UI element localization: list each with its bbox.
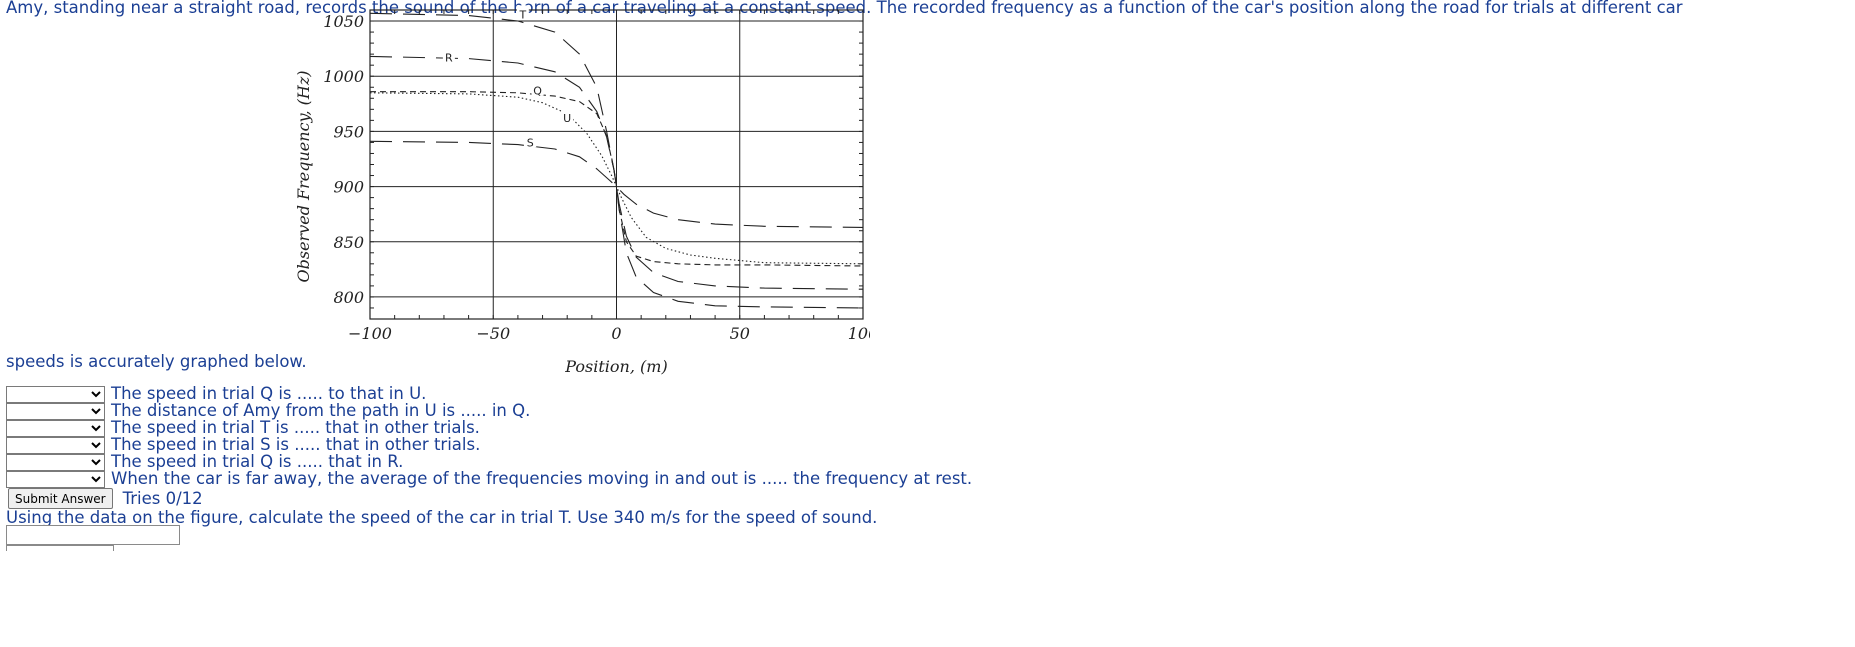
- y-tick-label: 950: [333, 122, 364, 141]
- question-text: When the car is far away, the average of…: [111, 469, 973, 488]
- answer-select[interactable]: [6, 436, 105, 454]
- question-text: The speed in trial T is ..... that in ot…: [111, 418, 480, 437]
- question-row: The distance of Amy from the path in U i…: [6, 401, 530, 421]
- y-tick-label: 800: [333, 288, 364, 307]
- series-label-bg: [524, 133, 537, 148]
- problem-intro-line1: Amy, standing near a straight road, reco…: [6, 0, 1683, 17]
- question-row: When the car is far away, the average of…: [6, 469, 972, 489]
- x-tick-label: 100: [848, 324, 870, 343]
- followup-question: Using the data on the figure, calculate …: [6, 508, 878, 527]
- series-label-u: U: [563, 112, 571, 125]
- tries-counter: Tries 0/12: [122, 489, 203, 508]
- series-line-u: [369, 92, 864, 265]
- submit-row: Submit Answer Tries 0/12: [8, 488, 203, 509]
- y-tick-label: 900: [333, 178, 364, 197]
- series-line-t: [369, 12, 864, 309]
- submit-answer-button[interactable]: Submit Answer: [8, 488, 113, 509]
- question-text: The distance of Amy from the path in U i…: [111, 401, 531, 420]
- series-label-q: Q: [533, 84, 542, 97]
- series-label-s: S: [527, 136, 534, 149]
- frequency-position-chart: −100 −50 0 50 100 800 850 900 950 1000 1050 Positio…: [294, 5, 870, 376]
- series-label-t: T: [518, 8, 526, 21]
- y-tick-label: 850: [333, 233, 364, 252]
- question-text: The speed in trial S is ..... that in ot…: [111, 435, 481, 454]
- answer-select[interactable]: [6, 453, 105, 471]
- x-tick-label: 50: [730, 324, 750, 343]
- problem-intro-line2: speeds is accurately graphed below.: [6, 352, 307, 371]
- x-tick-label: −50: [476, 324, 510, 343]
- series-label-r: R: [445, 51, 453, 64]
- answer-select[interactable]: [6, 470, 105, 488]
- answer-select[interactable]: [6, 402, 105, 420]
- x-axis-title: Position, (m): [564, 357, 667, 376]
- y-axis-title: Observed Frequency, (Hz): [294, 71, 313, 283]
- series-label-bg: [442, 48, 455, 63]
- series-label-bg: [531, 81, 544, 96]
- speed-answer-input[interactable]: [6, 525, 180, 545]
- question-row: The speed in trial Q is ..... to that in…: [6, 384, 426, 404]
- x-tick-label: −100: [348, 324, 392, 343]
- question-text: The speed in trial Q is ..... to that in…: [111, 384, 427, 403]
- series-label-bg: [561, 109, 574, 124]
- answer-select[interactable]: [6, 419, 105, 437]
- units-select[interactable]: [6, 545, 114, 551]
- y-tick-label: 1050: [323, 12, 364, 31]
- series-line-r: [369, 55, 864, 290]
- question-row: The speed in trial T is ..... that in ot…: [6, 418, 480, 438]
- series-label-bg: [516, 5, 529, 20]
- question-row: The speed in trial Q is ..... that in R.: [6, 452, 403, 472]
- question-text: The speed in trial Q is ..... that in R.: [111, 452, 404, 471]
- answer-select[interactable]: [6, 385, 105, 403]
- question-row: The speed in trial S is ..... that in ot…: [6, 435, 480, 455]
- x-tick-label: 0: [611, 324, 621, 343]
- y-tick-label: 1000: [323, 67, 364, 86]
